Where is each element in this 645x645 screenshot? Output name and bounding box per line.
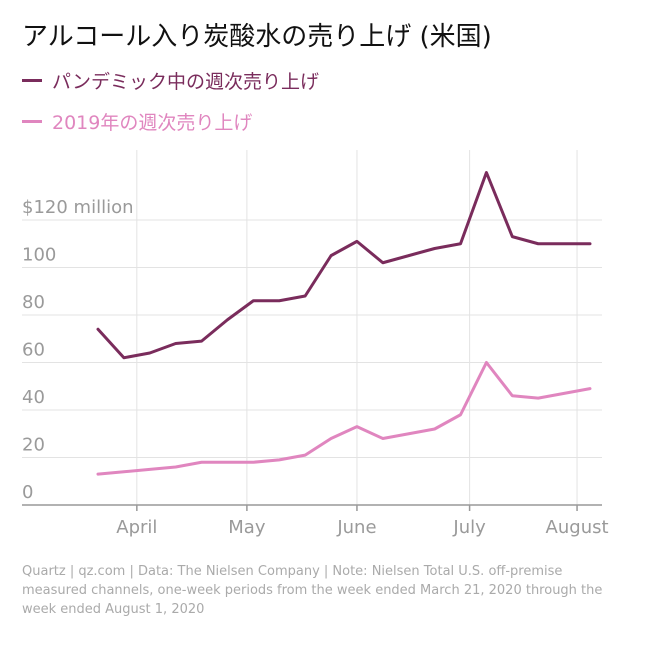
y-tick-label: 20 [22, 435, 45, 456]
y-tick-label: 60 [22, 340, 45, 361]
series-line-2019 [96, 361, 592, 476]
legend-item-2019: 2019年の週次売り上げ [22, 108, 252, 135]
y-tick-label: 0 [22, 482, 33, 503]
x-tick-label: August [546, 517, 609, 538]
y-tick-label: $120 million [22, 197, 134, 218]
legend-label-pandemic: パンデミック中の週次売り上げ [52, 71, 319, 93]
legend-label-2019: 2019年の週次売り上げ [52, 112, 253, 134]
x-tick-label: April [116, 517, 157, 538]
y-tick-label: 100 [22, 245, 56, 266]
legend-item-pandemic: パンデミック中の週次売り上げ [22, 67, 319, 94]
chart-title: アルコール入り炭酸水の売り上げ (米国) [22, 22, 492, 52]
x-tick-label: July [452, 517, 486, 538]
y-tick-label: 40 [22, 387, 45, 408]
source-note: Quartz | qz.com | Data: The Nielsen Comp… [22, 564, 603, 617]
legend-swatch-pandemic [22, 79, 42, 82]
legend-swatch-2019 [22, 120, 42, 123]
x-tick-label: May [228, 517, 266, 538]
y-tick-label: 80 [22, 292, 45, 313]
series-line-pandemic [96, 171, 592, 360]
x-tick-label: June [336, 517, 376, 538]
